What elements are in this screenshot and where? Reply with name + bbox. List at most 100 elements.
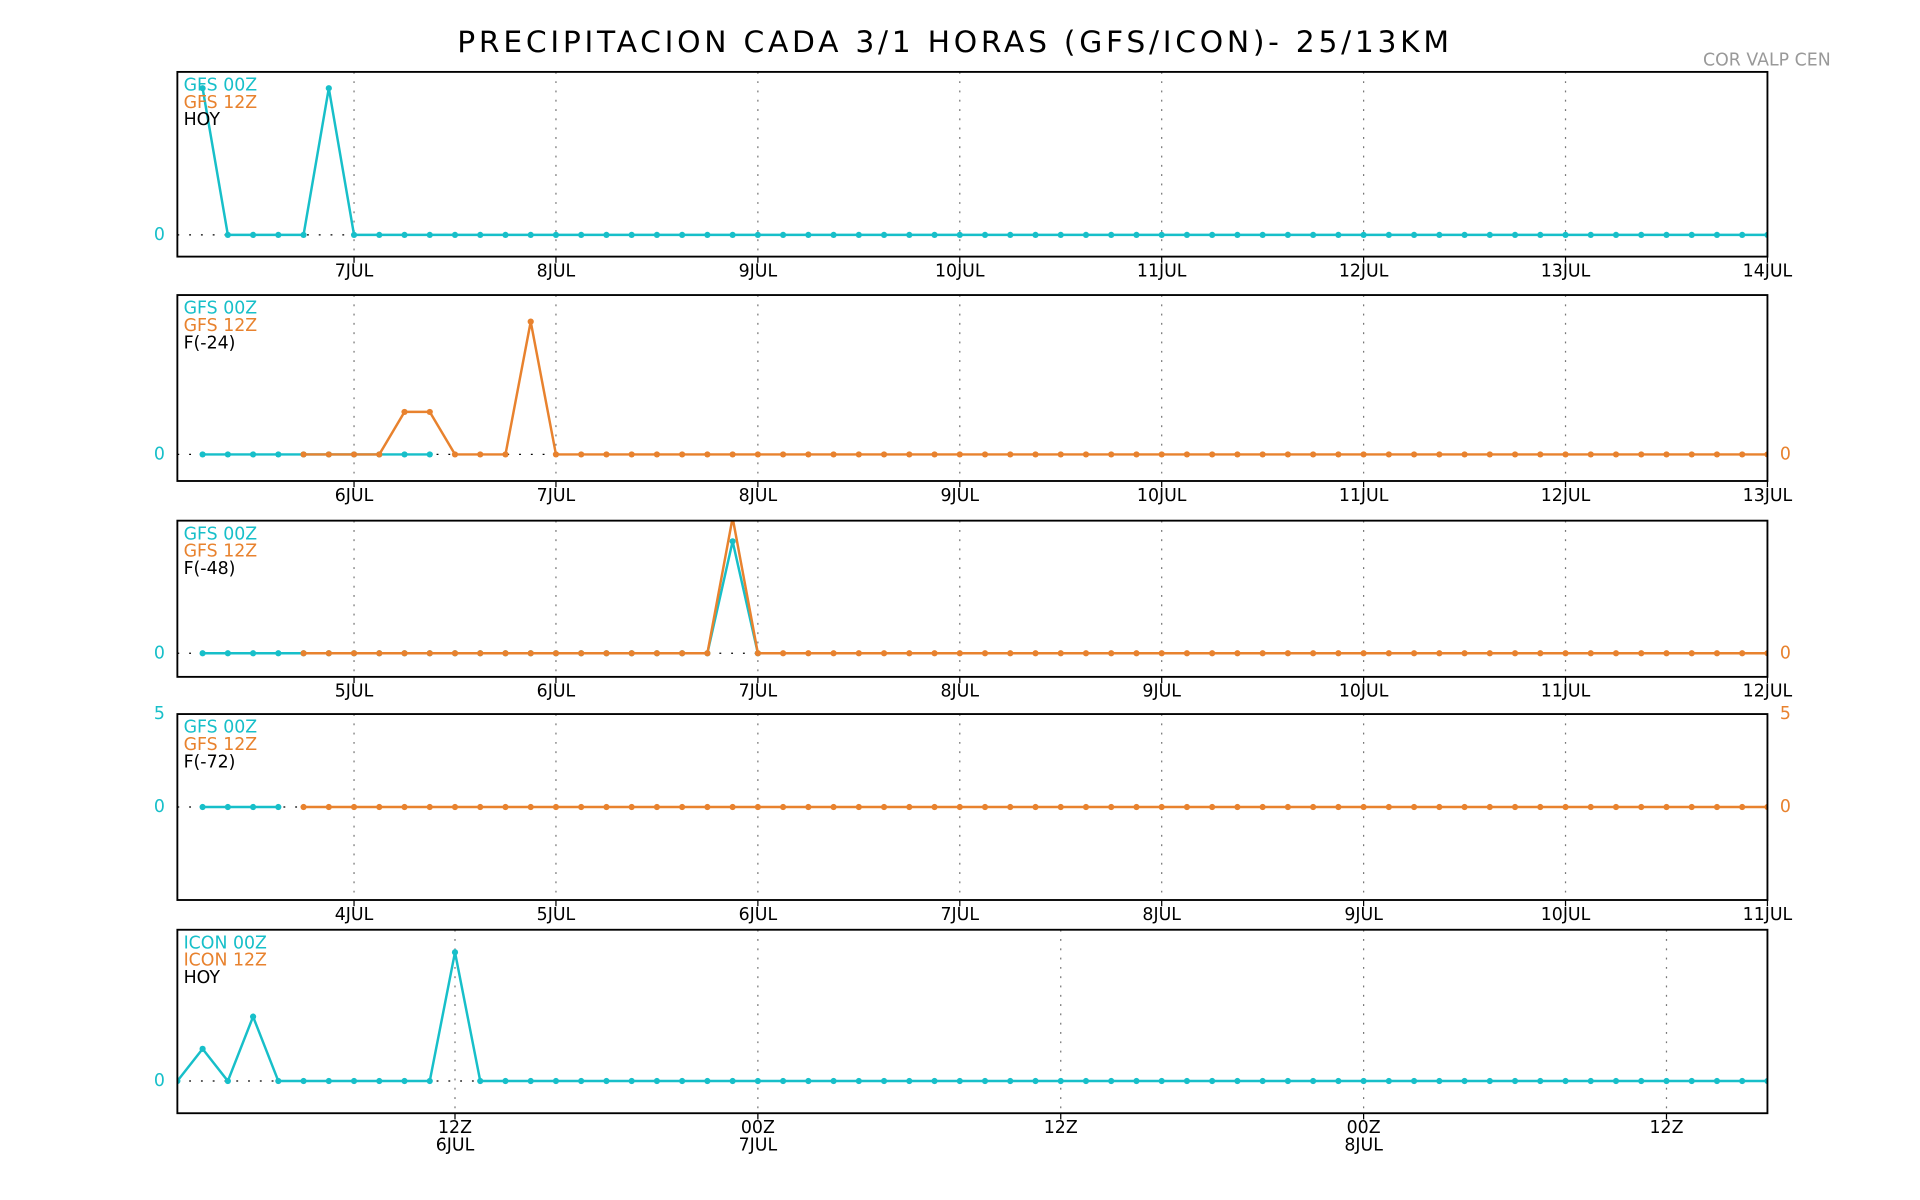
data-point [224,451,231,458]
data-point [1713,1077,1721,1085]
x-tick-label: 9JUL [941,486,980,506]
data-point [729,1077,736,1085]
data-point [1007,803,1014,811]
x-tick-label: 00Z [1347,1118,1381,1138]
data-point [1082,650,1090,657]
data-point [1234,1077,1241,1085]
data-point [401,650,408,657]
data-point [1486,803,1493,811]
data-point [300,650,307,657]
data-point [679,803,686,811]
data-point [451,949,459,956]
data-point [805,650,812,657]
x-tick-label: 5JUL [335,682,374,702]
data-point [1713,231,1721,238]
data-point [1461,1077,1468,1085]
x-tick-label: 6JUL [739,905,778,925]
data-point [1259,231,1266,238]
data-point [477,231,484,238]
data-point [451,451,459,458]
data-point [451,650,459,657]
data-point [628,803,635,811]
data-point [1410,650,1418,657]
data-point [956,451,963,458]
data-point [1360,650,1367,657]
data-point [350,451,358,458]
data-point [1032,650,1039,657]
data-point [603,1077,610,1085]
data-point [956,231,963,238]
data-point [502,1077,509,1085]
data-point [224,803,231,811]
x-tick-label: 9JUL [1142,682,1181,702]
data-point [1612,803,1620,811]
series-group [199,803,1768,811]
data-point [1183,1077,1191,1085]
data-point [300,451,307,458]
data-point [1209,1077,1216,1085]
series-line [202,541,760,655]
panel: 7JUL 8JUL 9JUL 10JUL 11JUL 12JUL 13JUL 14JUL 0 GF… [154,70,1793,281]
data-point [1436,1077,1443,1085]
x-tick-label: 8JUL [537,261,576,281]
data-point [880,231,888,238]
data-point [1007,451,1014,458]
data-point [350,231,358,238]
data-point [224,650,231,657]
data-point [1234,451,1241,458]
panel: 4JUL 5JUL 6JUL 7JUL 8JUL 9JUL 10JUL 11JUL 0 5 0 5 GF… [154,704,1793,925]
data-point [1310,803,1317,811]
data-point [906,1077,913,1085]
data-point [1158,231,1165,238]
data-point [1209,650,1216,657]
data-point [300,231,307,238]
data-point [704,231,711,238]
x-tick-label: 14JUL [1743,261,1793,281]
data-point [401,231,408,238]
data-point [981,803,989,811]
data-point [527,650,534,657]
data-point [1612,1077,1620,1085]
data-point [401,408,408,416]
panel-frame [176,928,1769,1115]
data-point [502,231,509,238]
legend-entry: ICON 12Z [184,951,267,971]
data-point [1183,451,1191,458]
panel-label: HOY [184,968,221,988]
data-point [1713,451,1721,458]
x-tick-label: 13JUL [1541,261,1591,281]
data-point [426,803,433,811]
data-point [1284,231,1291,238]
data-point [1385,1077,1392,1085]
data-point [1410,1077,1418,1085]
data-point [1739,1077,1746,1085]
data-point [451,803,459,811]
data-point [1739,650,1746,657]
data-point [754,803,761,811]
data-point [603,231,610,238]
data-point [603,650,610,657]
data-point [502,803,509,811]
data-point [805,803,812,811]
data-point [1436,231,1443,238]
data-point [1436,803,1443,811]
data-point [1385,451,1392,458]
y2-tick-label: 0 [1780,643,1791,663]
data-point [1310,451,1317,458]
data-point [1082,803,1090,811]
data-point [880,650,888,657]
data-point [401,803,408,811]
data-point [956,650,963,657]
data-point [552,451,560,458]
data-point [1057,451,1064,458]
data-point [1360,1077,1367,1085]
data-point [1284,803,1291,811]
data-point [1032,451,1039,458]
data-point [426,451,433,458]
data-point [1057,803,1064,811]
data-point [1663,650,1670,657]
data-point [527,803,534,811]
data-point [1537,803,1544,811]
data-point [981,231,989,238]
data-point [1562,650,1569,657]
